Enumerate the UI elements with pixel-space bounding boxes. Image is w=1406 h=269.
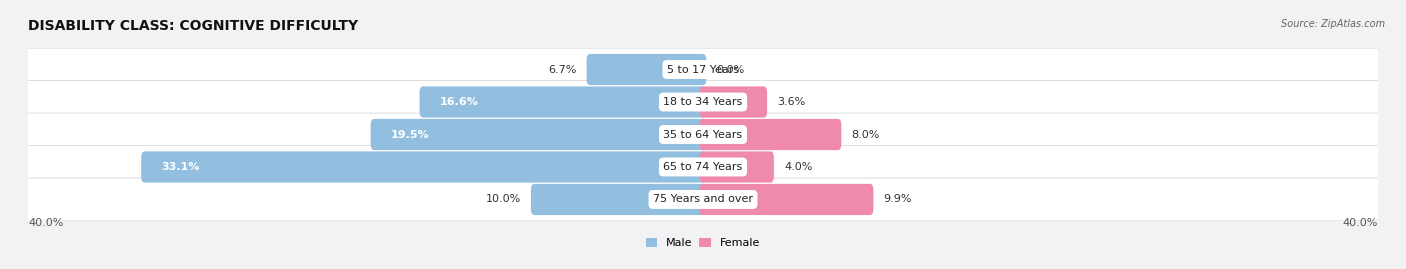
- FancyBboxPatch shape: [22, 48, 1384, 91]
- Text: 40.0%: 40.0%: [1343, 218, 1378, 228]
- FancyBboxPatch shape: [22, 113, 1384, 156]
- Text: 0.0%: 0.0%: [717, 65, 745, 75]
- FancyBboxPatch shape: [141, 151, 706, 183]
- Legend: Male, Female: Male, Female: [641, 233, 765, 253]
- Text: 75 Years and over: 75 Years and over: [652, 194, 754, 204]
- FancyBboxPatch shape: [419, 86, 706, 118]
- FancyBboxPatch shape: [371, 119, 706, 150]
- FancyBboxPatch shape: [700, 151, 773, 183]
- Text: 65 to 74 Years: 65 to 74 Years: [664, 162, 742, 172]
- Text: 19.5%: 19.5%: [391, 129, 429, 140]
- Text: 3.6%: 3.6%: [778, 97, 806, 107]
- Text: 18 to 34 Years: 18 to 34 Years: [664, 97, 742, 107]
- Text: 35 to 64 Years: 35 to 64 Years: [664, 129, 742, 140]
- FancyBboxPatch shape: [22, 178, 1384, 221]
- Text: 8.0%: 8.0%: [852, 129, 880, 140]
- Text: 10.0%: 10.0%: [485, 194, 520, 204]
- FancyBboxPatch shape: [700, 184, 873, 215]
- Text: 5 to 17 Years: 5 to 17 Years: [666, 65, 740, 75]
- FancyBboxPatch shape: [700, 86, 768, 118]
- Text: 4.0%: 4.0%: [785, 162, 813, 172]
- Text: DISABILITY CLASS: COGNITIVE DIFFICULTY: DISABILITY CLASS: COGNITIVE DIFFICULTY: [28, 19, 359, 33]
- FancyBboxPatch shape: [700, 119, 841, 150]
- Text: 16.6%: 16.6%: [440, 97, 478, 107]
- FancyBboxPatch shape: [531, 184, 706, 215]
- FancyBboxPatch shape: [22, 81, 1384, 123]
- Text: 40.0%: 40.0%: [28, 218, 63, 228]
- Text: 33.1%: 33.1%: [162, 162, 200, 172]
- FancyBboxPatch shape: [586, 54, 706, 85]
- Text: 9.9%: 9.9%: [883, 194, 912, 204]
- Text: 6.7%: 6.7%: [548, 65, 576, 75]
- Text: Source: ZipAtlas.com: Source: ZipAtlas.com: [1281, 19, 1385, 29]
- FancyBboxPatch shape: [22, 146, 1384, 188]
